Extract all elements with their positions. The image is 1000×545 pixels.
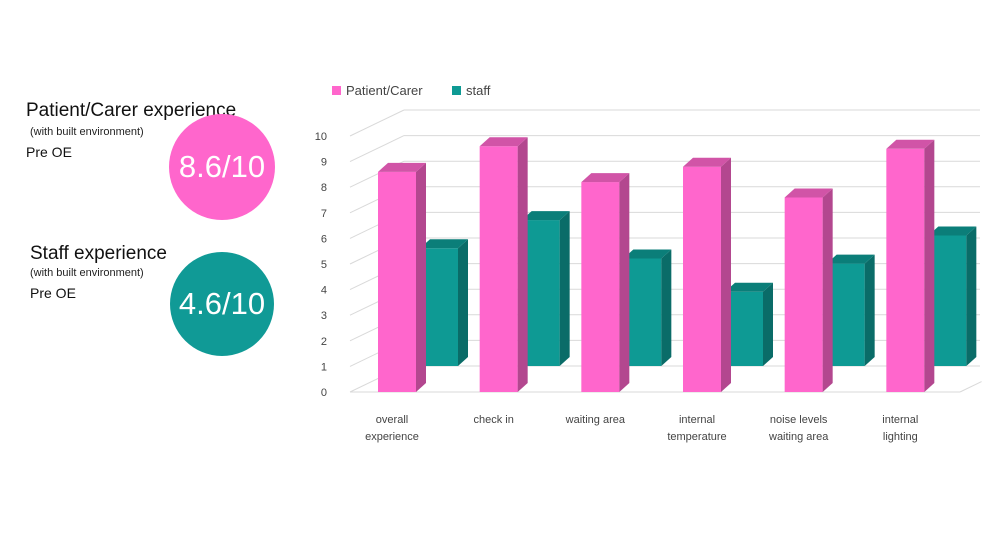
patient-carer-bar [683, 166, 721, 392]
x-category-label: noise levels [770, 414, 828, 426]
y-tick-label: 1 [321, 361, 327, 373]
y-tick-label: 8 [321, 182, 327, 194]
staff-bar-side [966, 226, 977, 366]
y-tick-label: 0 [321, 387, 327, 399]
x-category-label: temperature [667, 431, 726, 443]
y-tick-label: 5 [321, 259, 327, 271]
legend-swatch [452, 86, 461, 95]
staff-bar-top [928, 226, 977, 236]
staff-bar-top [420, 239, 468, 249]
patient-carer-bar-side [721, 157, 731, 392]
staff-bar [623, 258, 662, 366]
staff-subtitle: (with built environment) [30, 267, 144, 279]
y-tick-label: 6 [321, 233, 327, 245]
staff-stage: Pre OE [30, 285, 76, 301]
x-category-label: lighting [883, 431, 918, 443]
patient-carer-bar [886, 148, 925, 392]
staff-title: Staff experience [30, 243, 167, 264]
staff-bar-side [864, 254, 875, 366]
patient-carer-bar-top [886, 139, 935, 149]
y-tick-label: 7 [321, 208, 327, 220]
patient-carer-bar-top [683, 157, 731, 167]
x-category-label: waiting area [768, 431, 829, 443]
patient-carer-score: 8.6/10 [178, 149, 266, 184]
patient-carer-bar-top [378, 162, 426, 172]
patient-carer-bar [784, 197, 823, 392]
y-tick-label: 3 [321, 310, 327, 322]
y-tick-label: 10 [315, 131, 327, 143]
patient-carer-bar-top [581, 173, 630, 183]
patient-carer-bar-side [517, 137, 528, 392]
staff-bar-side [559, 211, 570, 366]
floor-side-edge [959, 381, 982, 393]
staff-score: 4.6/10 [178, 286, 266, 321]
patient-carer-bar [378, 171, 416, 392]
staff-bar-top [521, 211, 570, 221]
staff-bar-side [763, 282, 773, 366]
patient-carer-bar-top [784, 188, 833, 198]
patient-carer-stage: Pre OE [26, 144, 72, 160]
staff-bar [521, 220, 560, 366]
staff-bar [826, 263, 865, 366]
staff-bar-side [661, 249, 672, 366]
patient-carer-score-circle: 8.6/10 [169, 114, 275, 220]
patient-carer-bar-side [924, 139, 935, 392]
side-gridline [349, 109, 405, 137]
side-gridline [349, 135, 405, 163]
x-category-label: internal [882, 414, 918, 426]
y-tick-label: 4 [321, 285, 327, 297]
legend-swatch [332, 86, 341, 95]
staff-bar-top [623, 249, 672, 259]
staff-bar-side [458, 239, 468, 366]
patient-carer-title: Patient/Carer experience [26, 100, 237, 121]
patient-carer-bar-side [822, 188, 833, 392]
patient-carer-subtitle: (with built environment) [30, 126, 144, 138]
patient-carer-bar-side [416, 162, 426, 392]
x-category-label: experience [365, 431, 419, 443]
x-category-label: internal [679, 414, 715, 426]
staff-bar-top [725, 282, 773, 292]
staff-bar [928, 235, 967, 366]
x-category-label: check in [473, 414, 513, 426]
staff-bar-top [826, 254, 875, 264]
y-tick-label: 2 [321, 336, 327, 348]
legend-label: staff [466, 83, 491, 98]
patient-carer-bar [479, 146, 518, 392]
x-category-label: waiting area [565, 414, 626, 426]
legend-label: Patient/Carer [346, 83, 423, 98]
y-tick-label: 9 [321, 157, 327, 169]
x-category-label: overall [376, 414, 408, 426]
patient-carer-bar-side [619, 173, 630, 392]
patient-carer-bar [581, 182, 620, 392]
staff-bar [725, 291, 763, 366]
staff-score-circle: 4.6/10 [170, 252, 274, 356]
staff-bar [420, 248, 458, 366]
patient-carer-bar-top [479, 137, 528, 147]
